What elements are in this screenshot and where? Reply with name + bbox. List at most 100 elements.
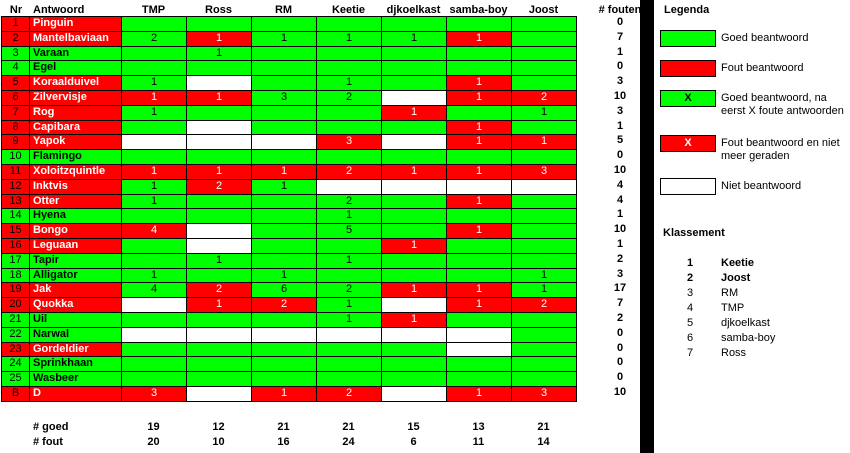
result-cell: [251, 134, 317, 151]
result-cell: [251, 326, 317, 343]
row-answer: Zilvervisje: [29, 90, 122, 106]
result-cell: 3: [251, 90, 317, 106]
fout-count: 16: [277, 436, 290, 448]
row-answer: Hyena: [29, 208, 122, 225]
result-cell: 3: [511, 164, 577, 180]
row-fouten: 10: [613, 223, 627, 236]
result-cell: [121, 16, 187, 32]
result-cell: [381, 252, 447, 269]
result-cell: [121, 312, 187, 328]
result-cell: [446, 178, 512, 195]
result-cell: [316, 149, 382, 165]
result-cell: 1: [511, 282, 577, 299]
result-cell: 1: [121, 75, 187, 91]
result-cell: [511, 60, 577, 77]
result-cell: [316, 178, 382, 195]
row-answer: D: [29, 386, 122, 402]
result-cell: [186, 371, 252, 387]
row-fouten: 7: [616, 30, 624, 43]
row-answer: Inktvis: [29, 178, 122, 195]
row-answer: Bongo: [29, 223, 122, 239]
result-cell: 1: [251, 30, 317, 47]
result-cell: 1: [381, 282, 447, 299]
header-player-0: TMP: [141, 4, 166, 16]
result-cell: [251, 312, 317, 328]
result-cell: 1: [381, 30, 447, 47]
row-fouten: 3: [616, 75, 624, 88]
row-answer: Yapok: [29, 134, 122, 151]
result-cell: [446, 208, 512, 225]
result-cell: 1: [186, 252, 252, 269]
klassement-name: samba-boy: [721, 332, 776, 344]
result-cell: [511, 238, 577, 254]
result-cell: 1: [446, 282, 512, 299]
result-cell: [316, 238, 382, 254]
divider-bar: [640, 0, 654, 453]
result-cell: [186, 356, 252, 373]
result-cell: [251, 45, 317, 62]
row-fouten: 2: [616, 312, 624, 324]
result-cell: [316, 45, 382, 62]
klassement-rank: 7: [686, 347, 694, 359]
result-cell: 1: [446, 297, 512, 313]
row-fouten: 3: [616, 104, 624, 117]
row-number: 17: [1, 252, 30, 269]
result-cell: [511, 119, 577, 136]
result-cell: [446, 60, 512, 77]
result-cell: [251, 60, 317, 77]
row-fouten: 0: [616, 326, 624, 339]
klassement-rank: 3: [686, 287, 694, 299]
klassement-rank: 5: [686, 317, 694, 329]
klassement-title: Klassement: [663, 227, 725, 239]
row-fouten: 2: [616, 252, 624, 265]
row-answer: Tapir: [29, 252, 122, 269]
result-cell: 1: [316, 30, 382, 47]
row-number: 11: [1, 164, 30, 180]
result-cell: [251, 75, 317, 91]
row-answer: Otter: [29, 193, 122, 210]
result-cell: [186, 104, 252, 121]
result-cell: 1: [381, 312, 447, 328]
row-answer: Varaan: [29, 45, 122, 62]
header-antwoord: Antwoord: [33, 4, 85, 16]
result-cell: [251, 104, 317, 121]
result-cell: 1: [186, 297, 252, 313]
row-fouten: 0: [616, 16, 624, 28]
result-cell: [251, 252, 317, 269]
row-fouten: 0: [616, 356, 624, 369]
result-cell: 2: [316, 386, 382, 402]
row-fouten: 17: [613, 282, 627, 295]
result-cell: [381, 45, 447, 62]
result-cell: 1: [381, 104, 447, 121]
row-answer: Leguaan: [29, 238, 122, 254]
result-cell: 1: [121, 90, 187, 106]
header-nr: Nr: [9, 4, 23, 16]
row-number: 20: [1, 297, 30, 313]
result-cell: [186, 208, 252, 225]
row-number: 8: [1, 119, 30, 136]
row-fouten: 10: [613, 164, 627, 176]
result-cell: 1: [316, 312, 382, 328]
fout-count: 20: [147, 436, 160, 448]
header-player-1: Ross: [205, 4, 232, 16]
row-number: 22: [1, 326, 30, 343]
row-fouten: 4: [616, 193, 624, 206]
row-answer: Egel: [29, 60, 122, 77]
row-number: 18: [1, 267, 30, 284]
result-cell: 3: [121, 386, 187, 402]
row-number: 3: [1, 45, 30, 62]
result-cell: [381, 60, 447, 77]
row-answer: Capibara: [29, 119, 122, 136]
result-cell: [446, 45, 512, 62]
row-number: 12: [1, 178, 30, 195]
row-fouten: 10: [613, 90, 627, 102]
result-cell: [511, 16, 577, 32]
result-cell: 1: [316, 208, 382, 225]
result-cell: 1: [251, 267, 317, 284]
result-cell: 4: [121, 282, 187, 299]
result-cell: [381, 208, 447, 225]
result-cell: [381, 356, 447, 373]
result-cell: [381, 223, 447, 239]
legend-label: Goed beantwoord, na eerst X foute antwoo…: [721, 92, 844, 117]
result-cell: [251, 341, 317, 358]
